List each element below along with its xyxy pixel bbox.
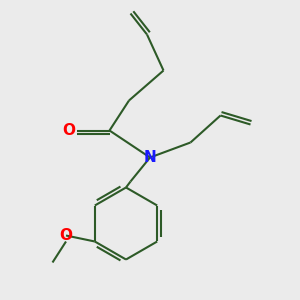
Text: O: O (59, 228, 73, 243)
Text: O: O (62, 123, 76, 138)
Text: N: N (144, 150, 156, 165)
